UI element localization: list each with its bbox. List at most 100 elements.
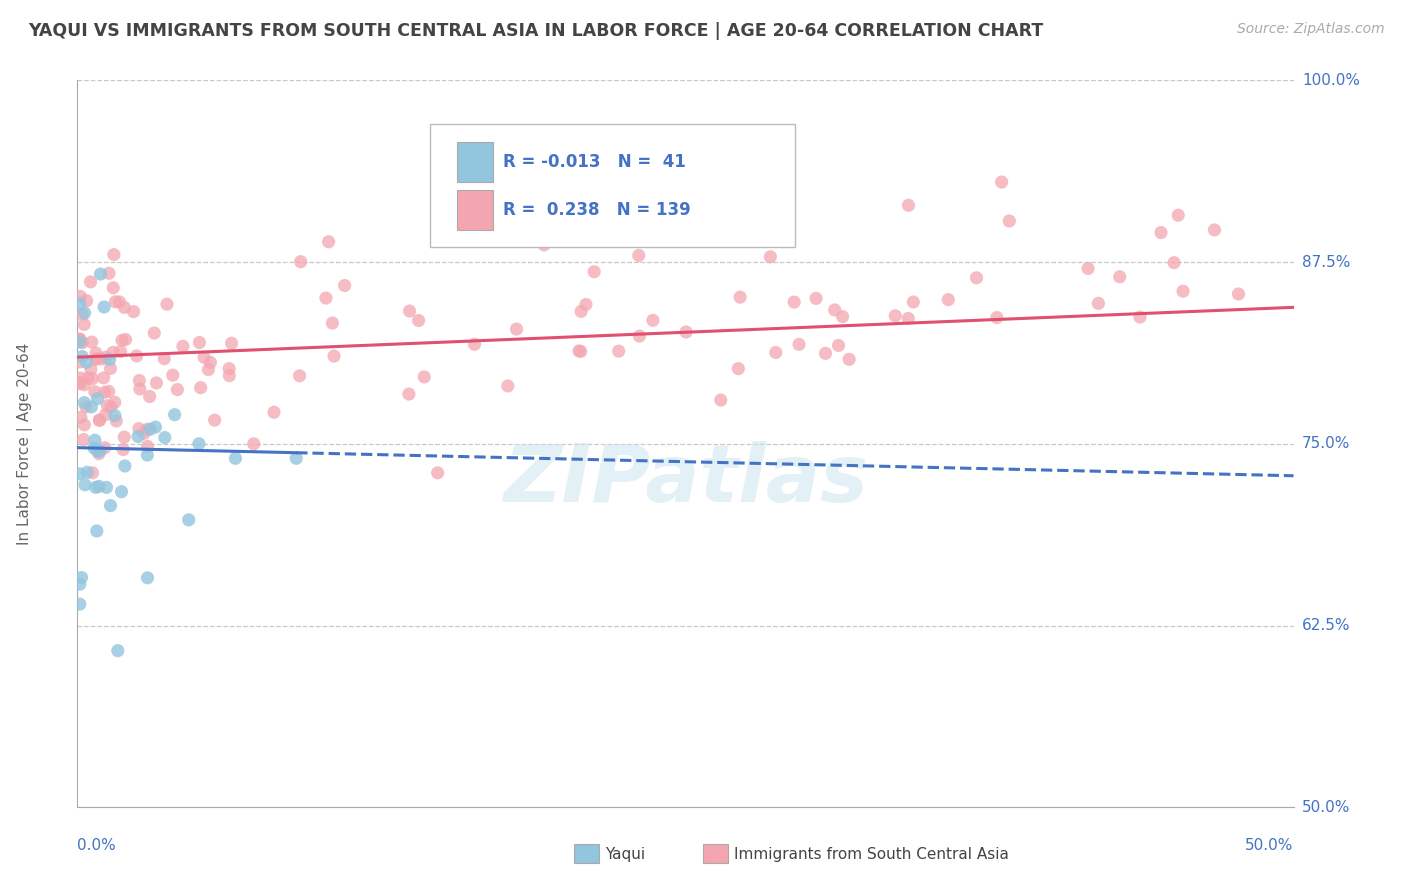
Point <box>190 381 212 395</box>
Point <box>787 337 810 351</box>
Point <box>72 335 94 350</box>
Point <box>897 311 920 326</box>
Point <box>162 368 184 383</box>
Point <box>218 368 240 383</box>
Point <box>838 352 860 367</box>
Point <box>93 371 115 385</box>
Point <box>101 345 124 359</box>
Point <box>97 384 120 399</box>
Point <box>93 300 115 314</box>
Point <box>72 307 94 321</box>
Point <box>569 304 592 318</box>
Point <box>87 479 110 493</box>
Point <box>94 408 117 422</box>
Point <box>136 422 159 436</box>
Point <box>69 371 91 385</box>
Point <box>128 422 150 436</box>
Point <box>728 290 751 304</box>
Point <box>104 409 127 423</box>
Point <box>496 379 519 393</box>
Point <box>100 499 122 513</box>
Point <box>82 372 104 386</box>
Text: 75.0%: 75.0% <box>1302 436 1350 451</box>
Point <box>86 352 108 367</box>
Point <box>177 513 200 527</box>
Point <box>138 390 160 404</box>
Point <box>804 292 827 306</box>
Point <box>98 352 121 367</box>
Point <box>136 571 159 585</box>
Point <box>1163 256 1185 270</box>
Point <box>1087 296 1109 310</box>
Point <box>80 362 103 376</box>
Point <box>193 351 215 365</box>
Point <box>89 413 111 427</box>
Point <box>641 313 664 327</box>
Point <box>69 577 91 591</box>
Point <box>583 265 606 279</box>
Text: R =  0.238   N = 139: R = 0.238 N = 139 <box>503 201 690 219</box>
Point <box>75 400 97 414</box>
Point <box>75 355 97 369</box>
Point <box>627 248 650 262</box>
Point <box>110 484 132 499</box>
Point <box>73 395 96 409</box>
Point <box>827 338 849 352</box>
Point <box>69 467 91 481</box>
Point <box>408 313 430 327</box>
Point <box>1167 208 1189 222</box>
Point <box>221 336 243 351</box>
Point <box>129 382 152 396</box>
Point <box>990 175 1012 189</box>
Point <box>105 414 128 428</box>
Point <box>727 361 749 376</box>
Point <box>111 334 134 348</box>
Point <box>69 597 91 611</box>
Point <box>69 355 91 369</box>
Point <box>318 235 340 249</box>
Point <box>290 254 312 268</box>
Point <box>89 413 111 427</box>
Point <box>188 335 211 350</box>
Point <box>82 466 104 480</box>
Point <box>73 478 96 492</box>
Point <box>1204 223 1226 237</box>
Point <box>70 350 93 364</box>
Text: R = -0.013   N =  41: R = -0.013 N = 41 <box>503 153 686 170</box>
Point <box>69 332 91 346</box>
Point <box>69 296 91 310</box>
Text: 50.0%: 50.0% <box>1246 838 1294 853</box>
Point <box>112 301 135 315</box>
Point <box>242 437 264 451</box>
Point <box>710 393 733 408</box>
Point <box>70 571 93 585</box>
Point <box>73 318 96 332</box>
Point <box>413 370 436 384</box>
Point <box>136 439 159 453</box>
Point <box>76 465 98 479</box>
Point <box>463 337 485 351</box>
Point <box>533 237 555 252</box>
Point <box>288 368 311 383</box>
FancyBboxPatch shape <box>430 124 794 247</box>
Point <box>986 310 1008 325</box>
Point <box>1227 287 1250 301</box>
Point <box>69 332 91 346</box>
Point <box>70 410 93 425</box>
Point <box>172 339 194 353</box>
Point <box>77 371 100 385</box>
Point <box>569 344 592 359</box>
Point <box>83 434 105 448</box>
Point <box>156 297 179 311</box>
Point <box>73 377 96 392</box>
Point <box>765 345 787 359</box>
FancyBboxPatch shape <box>457 142 494 182</box>
Point <box>153 351 176 366</box>
Point <box>107 643 129 657</box>
Point <box>127 429 149 443</box>
Point <box>73 306 96 320</box>
Point <box>188 436 211 450</box>
Point <box>398 304 420 318</box>
Point <box>1171 284 1194 298</box>
Text: In Labor Force | Age 20-64: In Labor Force | Age 20-64 <box>17 343 32 545</box>
